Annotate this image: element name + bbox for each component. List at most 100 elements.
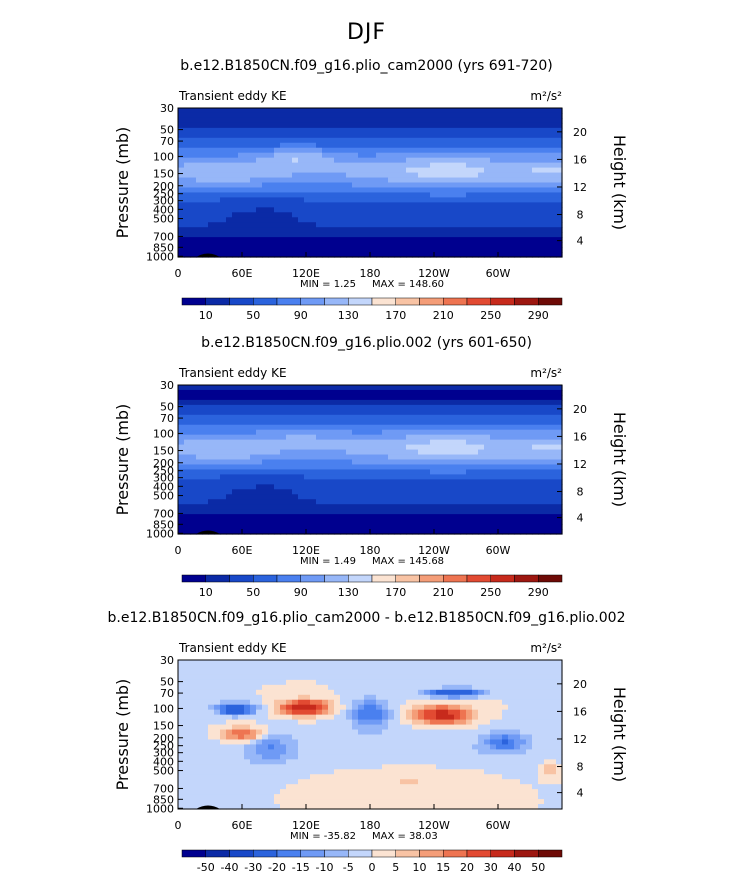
field-cell xyxy=(184,118,191,124)
field-cell xyxy=(496,390,503,396)
field-cell xyxy=(430,173,437,179)
field-cell xyxy=(208,509,215,515)
field-cell xyxy=(244,400,251,406)
field-cell xyxy=(286,779,293,785)
field-cell xyxy=(496,183,503,189)
colorbar-swatch xyxy=(372,575,396,582)
field-cell xyxy=(274,237,281,243)
field-cell xyxy=(208,774,215,780)
field-cell xyxy=(382,168,389,174)
field-cell xyxy=(490,400,497,406)
field-cell xyxy=(376,143,383,149)
field-cell xyxy=(304,227,311,233)
field-cell xyxy=(370,665,377,671)
field-cell xyxy=(532,464,539,470)
field-cell xyxy=(334,187,341,193)
field-cell xyxy=(436,524,443,530)
field-cell xyxy=(532,450,539,456)
field-cell xyxy=(274,670,281,676)
field-cell xyxy=(214,715,221,721)
field-cell xyxy=(238,395,245,401)
field-cell xyxy=(466,173,473,179)
field-cell xyxy=(322,133,329,139)
field-cell xyxy=(394,435,401,441)
field-cell xyxy=(334,794,341,800)
field-cell xyxy=(406,519,413,525)
field-cell xyxy=(334,774,341,780)
field-cell xyxy=(418,504,425,510)
field-cell xyxy=(532,405,539,411)
field-cell xyxy=(196,232,203,238)
field-cell xyxy=(250,217,257,223)
field-cell xyxy=(340,420,347,426)
field-cell xyxy=(232,192,239,198)
field-cell xyxy=(502,445,509,451)
field-cell xyxy=(232,415,239,421)
field-cell xyxy=(196,222,203,228)
field-cell xyxy=(370,730,377,736)
field-cell xyxy=(250,460,257,466)
field-cell xyxy=(442,415,449,421)
field-cell xyxy=(190,660,197,666)
field-cell xyxy=(526,445,533,451)
field-cell xyxy=(334,173,341,179)
field-cell xyxy=(232,222,239,228)
field-cell xyxy=(388,108,395,114)
field-cell xyxy=(454,460,461,466)
field-cell xyxy=(274,163,281,169)
field-cell xyxy=(484,464,491,470)
field-cell xyxy=(442,222,449,228)
field-cell xyxy=(460,242,467,248)
field-cell xyxy=(262,128,269,134)
field-cell xyxy=(322,168,329,174)
field-cell xyxy=(364,489,371,495)
field-cell xyxy=(544,509,551,515)
field-cell xyxy=(316,469,323,475)
field-cell xyxy=(376,400,383,406)
field-cell xyxy=(436,222,443,228)
field-cell xyxy=(196,440,203,446)
field-cell xyxy=(214,519,221,525)
field-cell xyxy=(298,148,305,154)
field-cell xyxy=(472,435,479,441)
field-cell xyxy=(526,113,533,119)
field-cell xyxy=(178,400,185,406)
field-cell xyxy=(304,232,311,238)
field-cell xyxy=(442,133,449,139)
field-cell xyxy=(364,769,371,775)
field-cell xyxy=(226,789,233,795)
field-cell xyxy=(550,217,557,223)
field-cell xyxy=(454,524,461,530)
field-cell xyxy=(352,395,359,401)
field-cell xyxy=(364,735,371,741)
field-cell xyxy=(340,754,347,760)
field-cell xyxy=(364,143,371,149)
field-shading xyxy=(178,385,563,535)
field-cell xyxy=(550,197,557,203)
field-cell xyxy=(460,509,467,515)
field-cell xyxy=(538,524,545,530)
field-cell xyxy=(478,445,485,451)
field-cell xyxy=(472,415,479,421)
field-cell xyxy=(550,420,557,426)
field-cell xyxy=(502,474,509,480)
field-cell xyxy=(352,435,359,441)
field-cell xyxy=(484,504,491,510)
field-cell xyxy=(220,400,227,406)
field-cell xyxy=(322,730,329,736)
field-cell xyxy=(286,113,293,119)
field-cell xyxy=(316,789,323,795)
field-cell xyxy=(280,128,287,134)
field-cell xyxy=(550,237,557,243)
field-cell xyxy=(520,395,527,401)
field-cell xyxy=(322,739,329,745)
field-cell xyxy=(184,715,191,721)
field-cell xyxy=(442,484,449,490)
field-cell xyxy=(196,685,203,691)
field-cell xyxy=(400,217,407,223)
field-cell xyxy=(286,415,293,421)
field-cell xyxy=(442,187,449,193)
field-cell xyxy=(298,519,305,525)
field-cell xyxy=(310,173,317,179)
field-cell xyxy=(280,148,287,154)
